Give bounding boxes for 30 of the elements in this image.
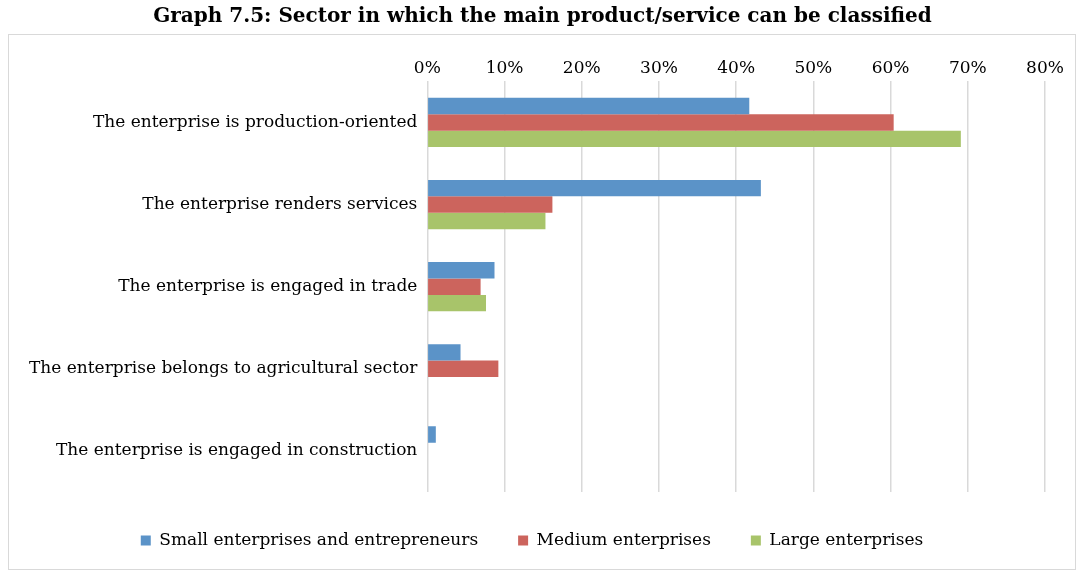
bar [428, 212, 546, 230]
x-tick-label: 70% [948, 56, 987, 77]
y-tick-label: The enterprise is production-oriented [92, 110, 418, 131]
x-tick-label: 10% [485, 56, 524, 77]
bar [428, 179, 761, 197]
x-tick-label: 20% [562, 56, 601, 77]
y-tick-label: The enterprise renders services [142, 193, 418, 213]
y-tick-label: The enterprise belongs to agricultural sector [29, 357, 419, 378]
bar [428, 278, 481, 295]
legend-label: Medium enterprises [536, 528, 711, 549]
y-tick-label: The enterprise is engaged in trade [118, 275, 418, 296]
x-tick-label: 50% [794, 56, 833, 77]
bar [428, 344, 461, 361]
bar [428, 196, 553, 213]
legend-label: Small enterprises and entrepreneurs [159, 528, 479, 549]
legend-label: Large enterprises [769, 528, 924, 549]
chart-title: Graph 7.5: Sector in which the main product/service can be classified [152, 2, 933, 29]
bar [428, 114, 894, 131]
bar [428, 360, 499, 378]
bar [428, 426, 436, 443]
bar [428, 262, 495, 279]
x-tick-label: 30% [640, 56, 678, 77]
x-tick-label: 0% [413, 56, 441, 77]
y-tick-label: The enterprise is engaged in construction [55, 439, 418, 460]
x-tick-label: 40% [717, 56, 756, 77]
x-tick-label: 60% [871, 56, 910, 77]
bar [428, 97, 750, 115]
bar [428, 130, 961, 148]
bar [428, 294, 487, 312]
x-tick-label: 80% [1026, 56, 1064, 77]
